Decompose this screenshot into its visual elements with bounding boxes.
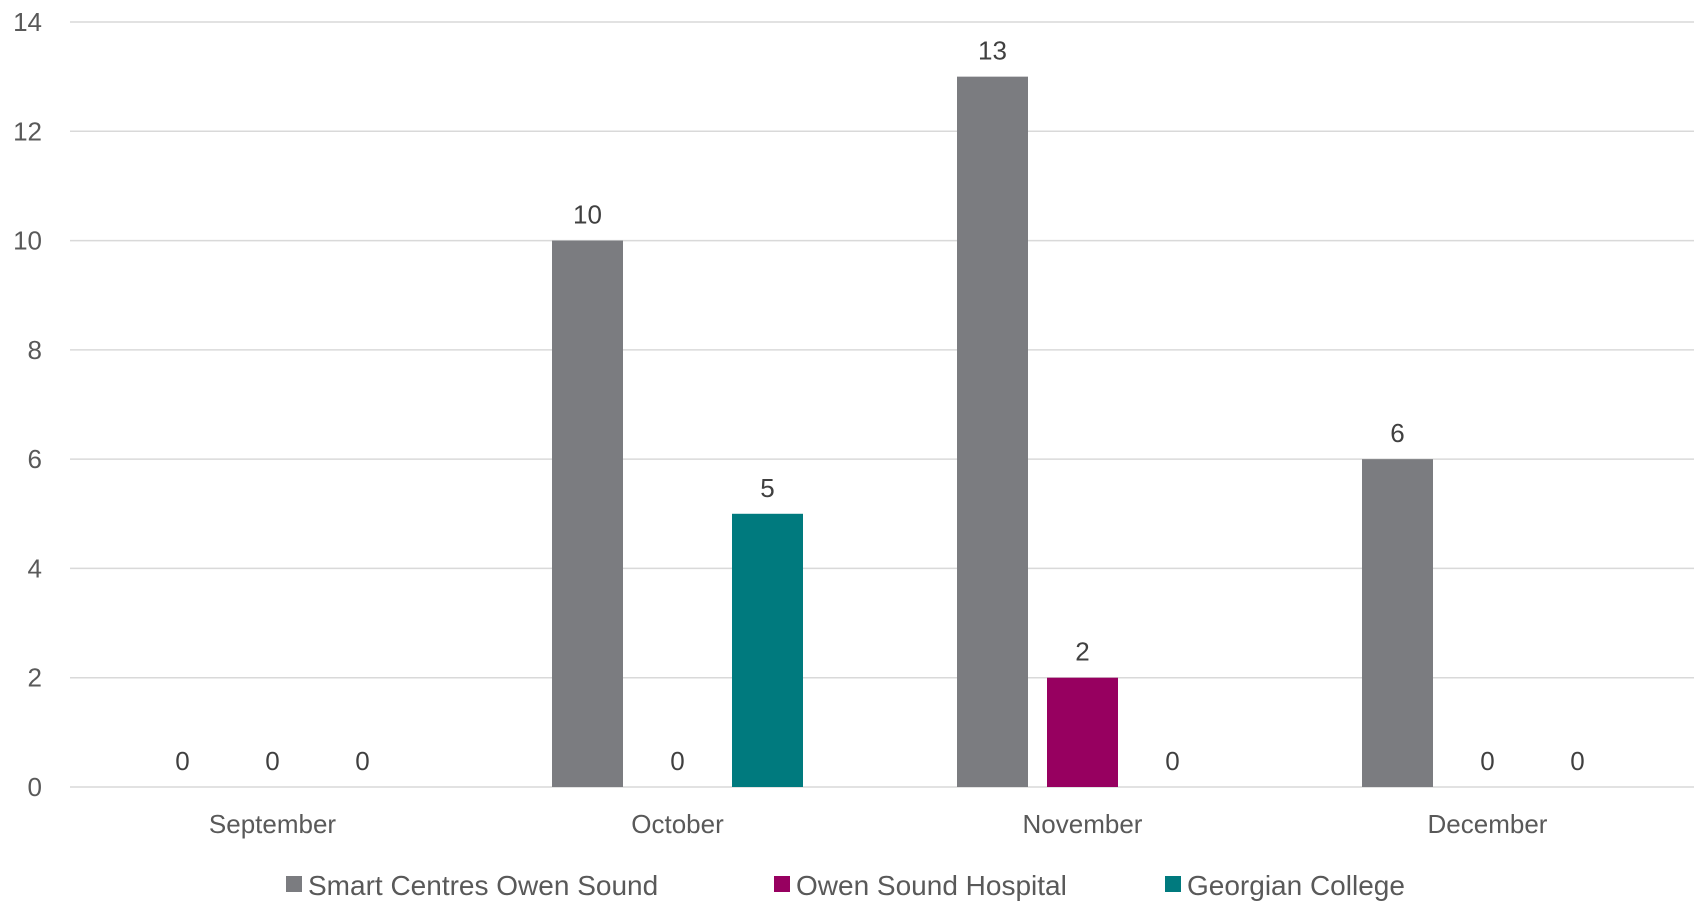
data-label: 0	[175, 746, 189, 776]
x-category-label: October	[631, 809, 724, 839]
legend-swatch	[1165, 876, 1181, 892]
data-label: 13	[978, 36, 1007, 66]
data-label: 0	[1480, 746, 1494, 776]
data-label: 0	[1570, 746, 1584, 776]
bar-owen-sound-hospital	[1047, 677, 1118, 787]
bars	[552, 76, 1433, 788]
legend: Smart Centres Owen Sound Owen Sound Hospi…	[286, 870, 1405, 901]
data-label: 0	[1165, 746, 1179, 776]
bar-georgian-college	[732, 513, 803, 787]
x-axis-categories: September October November December	[209, 809, 1548, 839]
y-tick-label: 4	[28, 553, 42, 583]
y-axis-ticks: 0 2 4 6 8 10 12 14	[13, 7, 42, 802]
y-tick-label: 14	[13, 7, 42, 37]
gridlines	[70, 21, 1694, 788]
legend-label: Owen Sound Hospital	[796, 870, 1067, 901]
legend-swatch	[286, 876, 302, 892]
bar-smart-centres-owen-sound	[957, 76, 1028, 787]
x-category-label: September	[209, 809, 337, 839]
y-tick-label: 6	[28, 444, 42, 474]
x-category-label: November	[1023, 809, 1143, 839]
data-label: 0	[670, 746, 684, 776]
data-labels: 0 0 0 10 0 5 13 2 0 6 0 0	[175, 36, 1584, 776]
y-tick-label: 8	[28, 335, 42, 365]
x-category-label: December	[1428, 809, 1548, 839]
legend-label: Georgian College	[1187, 870, 1405, 901]
legend-swatch	[774, 876, 790, 892]
data-label: 5	[760, 473, 774, 503]
data-label: 2	[1075, 637, 1089, 667]
y-tick-label: 2	[28, 663, 42, 693]
data-label: 0	[265, 746, 279, 776]
data-label: 10	[573, 200, 602, 230]
legend-label: Smart Centres Owen Sound	[308, 870, 658, 901]
bar-smart-centres-owen-sound	[1362, 459, 1433, 787]
y-tick-label: 0	[28, 772, 42, 802]
data-label: 6	[1390, 418, 1404, 448]
y-tick-label: 12	[13, 116, 42, 146]
bar-smart-centres-owen-sound	[552, 240, 623, 788]
data-label: 0	[355, 746, 369, 776]
y-tick-label: 10	[13, 226, 42, 256]
